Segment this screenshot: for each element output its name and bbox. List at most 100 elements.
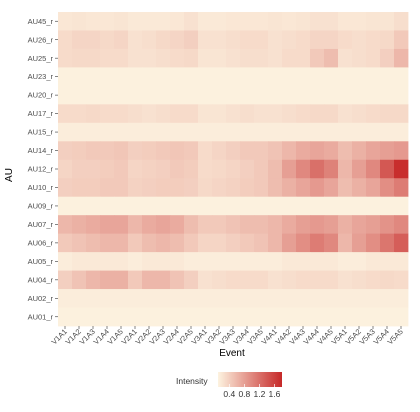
heatmap-cell (170, 196, 185, 216)
heatmap-cell (254, 104, 269, 124)
heatmap-cell (212, 159, 227, 179)
heatmap-cell (268, 104, 283, 124)
heatmap-cell (198, 122, 213, 142)
heatmap-cell (324, 233, 339, 253)
heatmap-cell (142, 307, 157, 327)
heatmap-cell (226, 307, 241, 327)
heatmap-cell (296, 252, 311, 271)
heatmap-cell (268, 67, 283, 87)
heatmap-cell (142, 122, 157, 142)
heatmap-cell (86, 307, 101, 327)
heatmap-cell (254, 159, 269, 179)
heatmap-cell (170, 67, 185, 87)
heatmap-cell (268, 215, 283, 235)
heatmap-cell (100, 104, 115, 124)
heatmap-cell (86, 122, 101, 142)
heatmap-cell (86, 30, 101, 50)
heatmap-cell (366, 307, 381, 327)
heatmap-cell (310, 12, 325, 31)
heatmap-cell (58, 178, 73, 198)
heatmap-cell (128, 307, 143, 327)
heatmap-cell (198, 178, 213, 198)
heatmap-cell (58, 12, 73, 31)
heatmap-cell (128, 233, 143, 253)
heatmap-cell (338, 307, 353, 327)
heatmap-cell (212, 252, 227, 271)
heatmap-cell (86, 215, 101, 235)
heatmap-cell (198, 307, 213, 327)
heatmap-cell (310, 196, 325, 216)
heatmap-cell (254, 122, 269, 142)
heatmap-cell (240, 30, 255, 50)
heatmap-cell (352, 104, 367, 124)
heatmap-cell (170, 252, 185, 271)
heatmap-cell (226, 30, 241, 50)
heatmap-cell (156, 196, 171, 216)
heatmap-cell (282, 252, 297, 271)
heatmap-cell (338, 178, 353, 198)
heatmap-cell (142, 104, 157, 124)
heatmap-cell (212, 233, 227, 253)
heatmap-cell (324, 289, 339, 308)
heatmap-cell (72, 252, 87, 271)
heatmap-cell (72, 67, 87, 87)
heatmap-cell (226, 67, 241, 87)
y-tick-label: AU45_r (28, 17, 54, 26)
heatmap-cell (72, 141, 87, 161)
heatmap-cell (226, 85, 241, 105)
heatmap-cell (324, 178, 339, 198)
heatmap-cell (338, 196, 353, 216)
heatmap-cell (296, 196, 311, 216)
heatmap-cell (324, 270, 339, 290)
heatmap-cell (338, 12, 353, 31)
heatmap-cell (324, 48, 339, 68)
heatmap-cell (380, 252, 395, 271)
heatmap-cell (394, 252, 409, 271)
heatmap-cell (324, 196, 339, 216)
heatmap-cell (324, 159, 339, 179)
heatmap-cell (170, 215, 185, 235)
heatmap-cell (352, 159, 367, 179)
legend-title: Intensity (176, 376, 208, 386)
heatmap-cell (240, 178, 255, 198)
heatmap-cell (324, 252, 339, 271)
heatmap-cell (86, 141, 101, 161)
heatmap-cell (184, 12, 199, 31)
heatmap-cell (324, 122, 339, 142)
heatmap-cell (142, 178, 157, 198)
heatmap-cell (100, 141, 115, 161)
heatmap-cell (86, 233, 101, 253)
heatmap-cell (366, 215, 381, 235)
heatmap-cell (184, 48, 199, 68)
heatmap-cell (394, 122, 409, 142)
heatmap-cell (212, 85, 227, 105)
heatmap-cell (170, 85, 185, 105)
heatmap-cell (114, 30, 129, 50)
heatmap-cell (198, 85, 213, 105)
y-tick-label: AU14_r (28, 146, 54, 155)
heatmap-cell (296, 104, 311, 124)
legend-tick-label: 0.8 (238, 389, 250, 399)
heatmap-cell (100, 122, 115, 142)
heatmap-cell (394, 12, 409, 31)
heatmap-cell (212, 12, 227, 31)
heatmap-cell (114, 159, 129, 179)
heatmap-cell (184, 233, 199, 253)
heatmap-cell (100, 307, 115, 327)
y-axis-title: AU (4, 168, 15, 182)
heatmap-cell (142, 270, 157, 290)
heatmap-cell (324, 85, 339, 105)
heatmap-cell (310, 270, 325, 290)
heatmap-cell (156, 307, 171, 327)
heatmap-cell (254, 85, 269, 105)
heatmap-cell (254, 307, 269, 327)
heatmap-cell (142, 48, 157, 68)
heatmap-cell (198, 289, 213, 308)
heatmap-cell (198, 233, 213, 253)
y-tick-label: AU15_r (28, 128, 54, 137)
heatmap-cell (226, 215, 241, 235)
heatmap-cell (282, 122, 297, 142)
heatmap-cell (352, 30, 367, 50)
heatmap-cell (394, 196, 409, 216)
heatmap-cell (366, 270, 381, 290)
